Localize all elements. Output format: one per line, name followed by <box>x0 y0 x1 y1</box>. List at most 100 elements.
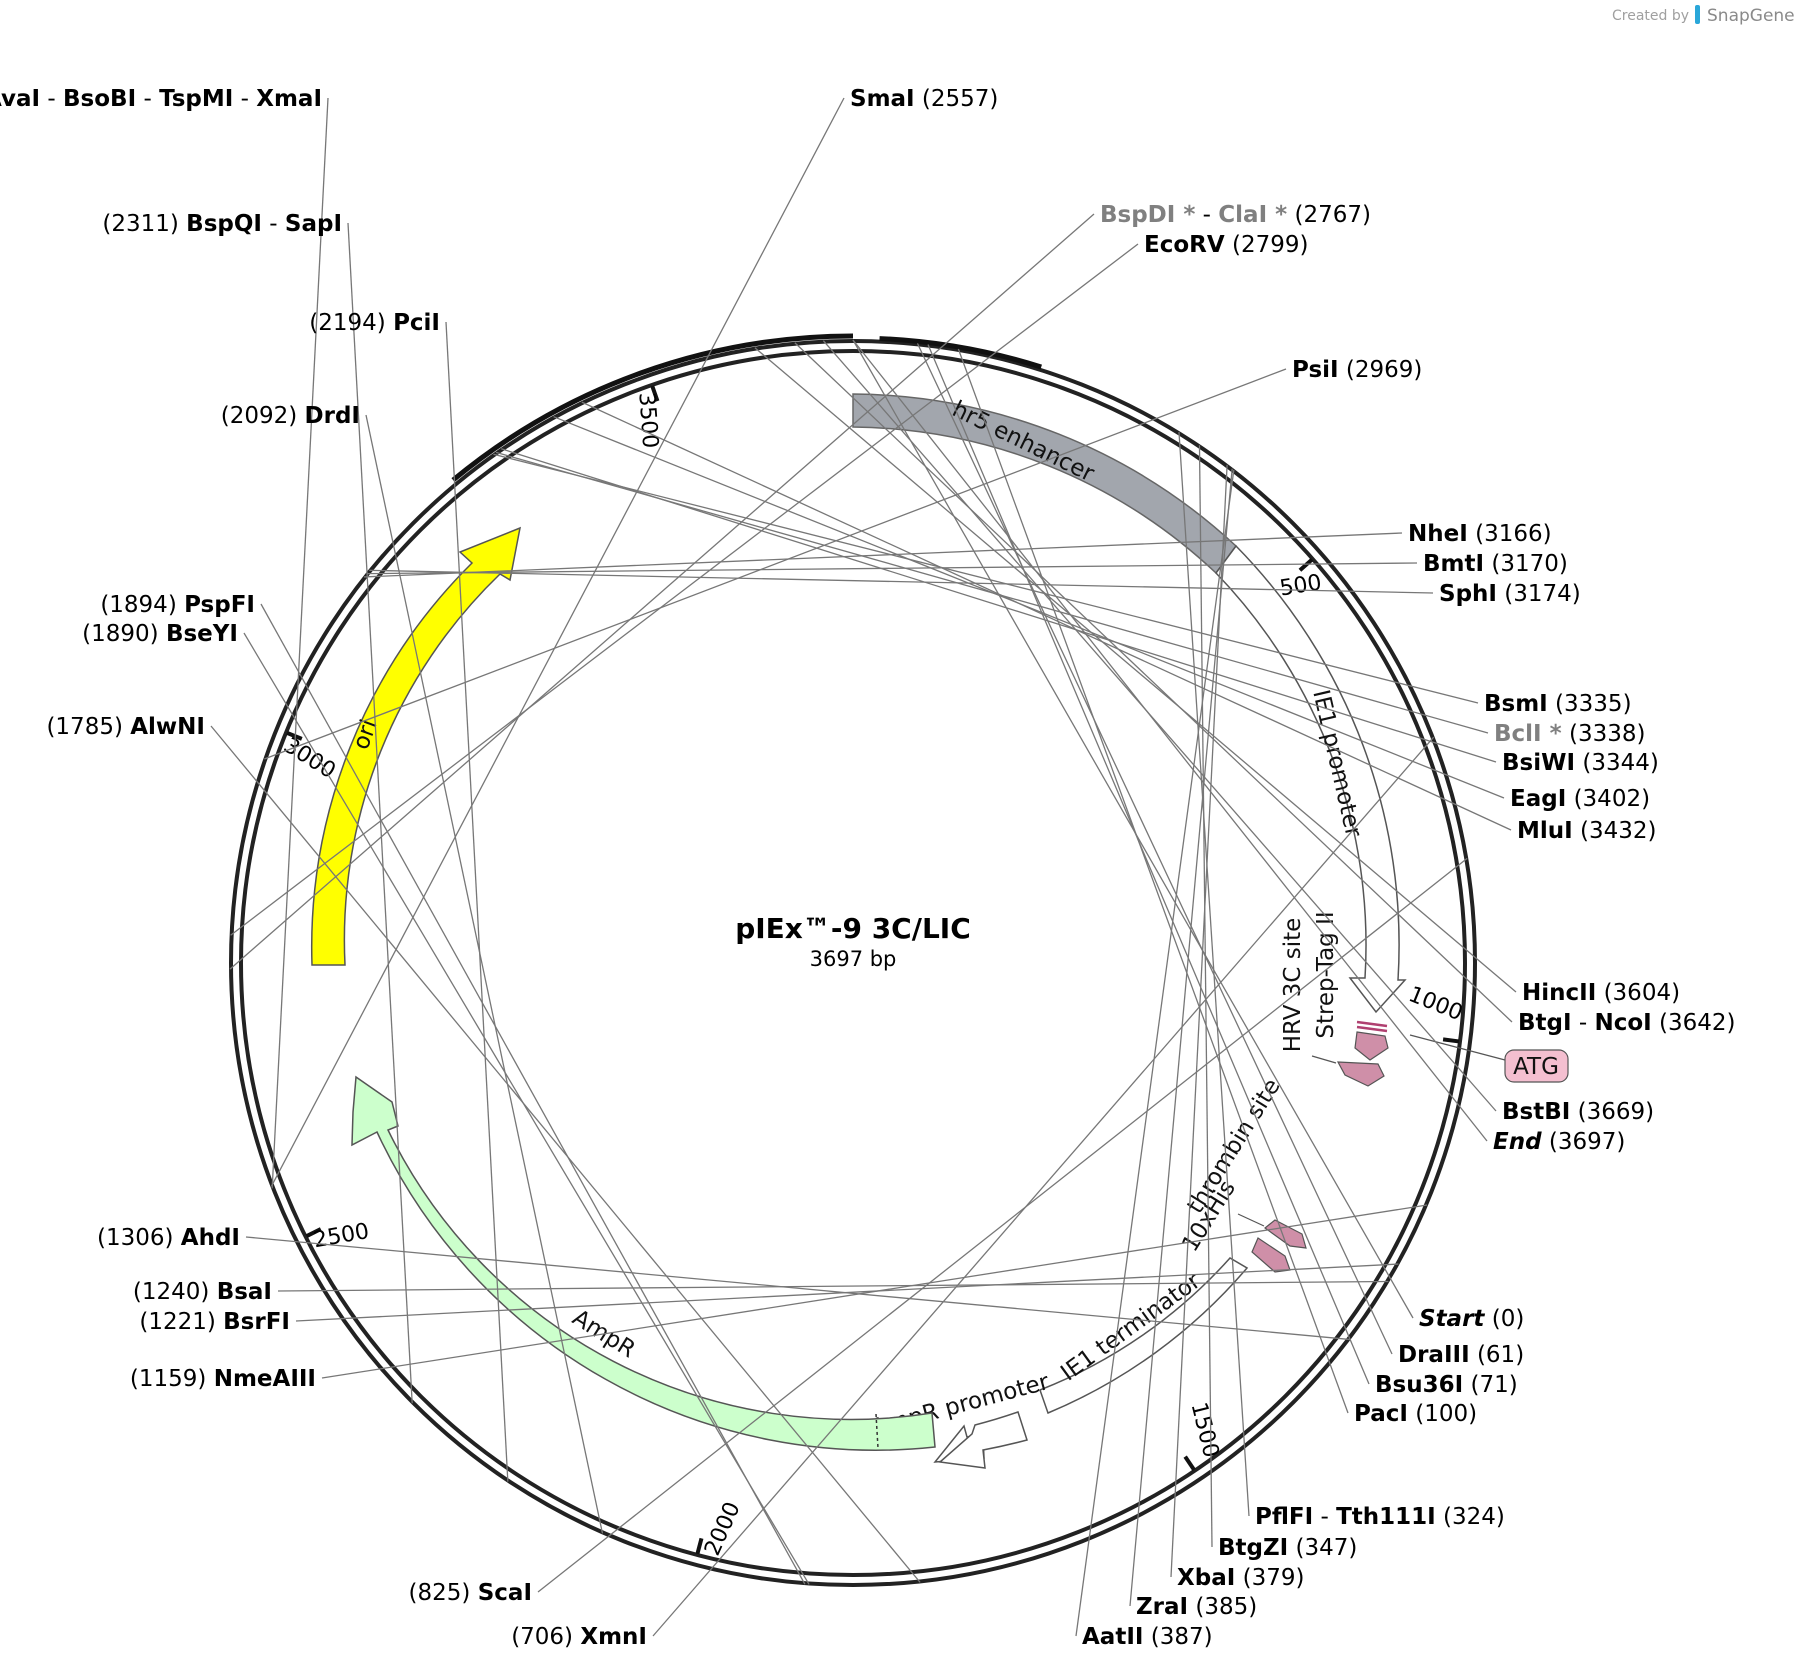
strep-tag-mark-2 <box>1356 1020 1388 1028</box>
site-36[interactable]: ZraI (385) <box>1129 468 1257 1620</box>
hrv-3c-leader <box>1311 1055 1337 1064</box>
site-leader <box>365 414 604 1534</box>
hrv-3c-label: HRV 3C site <box>1280 918 1306 1053</box>
site-11[interactable]: (1159) NmeAIII <box>130 1204 1428 1392</box>
site-34[interactable]: BtgZI (347) <box>1198 445 1357 1561</box>
site-label: EcoRV (2799) <box>1144 232 1308 258</box>
site-label: (2194) PciI <box>309 310 440 336</box>
site-17[interactable]: NheI (3166) <box>364 521 1552 578</box>
site-label: (2092) DrdI <box>221 403 360 429</box>
atg-badge[interactable]: ATG <box>1409 1034 1569 1083</box>
feature-hr5-enhancer[interactable]: hr5 enhancer <box>852 393 1238 575</box>
enzyme-name: ScaI <box>478 1580 532 1606</box>
site-separator: - <box>1313 1504 1336 1530</box>
site-13[interactable]: (706) XmnI <box>511 736 1435 1650</box>
ampr-promoter-arrow-body <box>938 1411 1028 1469</box>
site-8[interactable]: (1306) AhdI <box>97 1225 1350 1341</box>
enzyme-name: NcoI <box>1594 1010 1651 1036</box>
site-0[interactable]: (2555) AvaI - BsoBI - TspMI - XmaI <box>0 86 329 1189</box>
site-separator: - <box>1195 202 1218 228</box>
site-9[interactable]: (1240) BsaI <box>133 1279 1389 1305</box>
site-label: (1240) BsaI <box>133 1279 272 1305</box>
site-5[interactable]: (1894) PspFI <box>100 592 806 1585</box>
enzyme-name: BsmI <box>1484 691 1548 717</box>
strep-tag-mark <box>1356 1025 1388 1033</box>
site-label: End (3697) <box>1493 1129 1625 1155</box>
site-position: (2092) <box>221 403 305 429</box>
site-label: HincII (3604) <box>1522 980 1680 1006</box>
site-16[interactable]: PsiI (2969) <box>264 357 1422 760</box>
site-28[interactable]: End (3697) <box>852 339 1625 1155</box>
site-37[interactable]: AatII (387) <box>1075 469 1235 1650</box>
feature-ampr[interactable]: AmpR <box>351 1075 936 1451</box>
site-leader <box>1075 469 1235 1637</box>
site-10[interactable]: (1221) BsrFI <box>139 1263 1399 1335</box>
site-label: BsiWI (3344) <box>1502 750 1659 776</box>
site-32[interactable]: PacI (100) <box>957 348 1477 1427</box>
insert-arc-right <box>451 333 854 483</box>
site-position: (825) <box>409 1580 478 1606</box>
site-14[interactable]: BspDI * - ClaI * (2767) <box>229 202 1371 970</box>
site-position: (3170) <box>1484 551 1568 577</box>
site-35[interactable]: XbaI (379) <box>1170 464 1304 1591</box>
site-leader <box>445 321 509 1482</box>
site-6[interactable]: (1890) BseYI <box>82 621 810 1585</box>
site-label: (1785) AlwNI <box>46 714 205 740</box>
enzyme-name: Tth111I <box>1336 1504 1436 1530</box>
site-2[interactable]: (2311) BspQI - SapI <box>102 211 413 1404</box>
site-3[interactable]: (2194) PciI <box>309 310 509 1482</box>
site-leader <box>321 1204 1428 1379</box>
tick-label-3500: 3500 <box>633 392 662 450</box>
site-12[interactable]: (825) ScaI <box>409 857 1468 1606</box>
site-33[interactable]: PflFI - Tth111I (324) <box>1178 432 1505 1530</box>
enzyme-name: BspQI <box>186 211 262 237</box>
site-position: (3344) <box>1575 750 1659 776</box>
site-20[interactable]: BsmI (3335) <box>493 453 1632 717</box>
enzyme-name: BsiWI <box>1502 750 1575 776</box>
site-position: (1890) <box>82 621 166 647</box>
site-7[interactable]: (1785) AlwNI <box>46 714 921 1583</box>
snapgene-credit[interactable]: Created by SnapGene <box>1612 5 1795 26</box>
site-label: (1221) BsrFI <box>139 1309 290 1335</box>
site-position: (3697) <box>1542 1129 1626 1155</box>
site-position: (385) <box>1188 1594 1257 1620</box>
site-label: (1890) BseYI <box>82 621 238 647</box>
site-25[interactable]: HincII (3604) <box>754 347 1680 1006</box>
enzyme-name: End <box>1493 1129 1542 1155</box>
enzyme-name: XmaI <box>256 86 322 112</box>
tick-1000 <box>1442 1037 1460 1044</box>
site-30[interactable]: DraIII (61) <box>916 343 1524 1368</box>
site-leader <box>1178 432 1250 1517</box>
enzyme-name: BseYI <box>166 621 238 647</box>
enzyme-name: DraIII <box>1398 1342 1470 1368</box>
site-19[interactable]: SphI (3174) <box>369 569 1581 607</box>
site-position: (3432) <box>1573 818 1657 844</box>
site-leader <box>229 213 1095 970</box>
tick-3000 <box>286 730 303 741</box>
feature-strep-tag[interactable]: Strep-Tag II <box>1313 911 1389 1061</box>
site-31[interactable]: Bsu36I (71) <box>927 344 1518 1398</box>
feature-ori[interactable]: ori <box>310 526 521 966</box>
site-position: (2194) <box>309 310 393 336</box>
site-22[interactable]: BsiWI (3344) <box>501 448 1659 776</box>
site-label: BclI * (3338) <box>1494 721 1645 747</box>
site-1[interactable]: SmaI (2557) <box>270 86 998 1187</box>
site-21[interactable]: BclI * (3338) <box>495 451 1645 747</box>
site-leader <box>347 222 413 1404</box>
site-leader <box>916 343 1393 1355</box>
site-15[interactable]: EcoRV (2799) <box>230 232 1309 936</box>
site-18[interactable]: BmtI (3170) <box>366 551 1568 577</box>
site-24[interactable]: MluI (3432) <box>581 401 1657 844</box>
site-position: (706) <box>511 1624 580 1650</box>
site-26[interactable]: BtgI - NcoI (3642) <box>794 342 1736 1036</box>
site-27[interactable]: BstBI (3669) <box>822 340 1654 1125</box>
enzyme-name: BsoBI <box>63 86 136 112</box>
site-label: Bsu36I (71) <box>1375 1372 1518 1398</box>
enzyme-name: ClaI * <box>1218 202 1287 228</box>
site-label: (706) XmnI <box>511 1624 647 1650</box>
site-4[interactable]: (2092) DrdI <box>221 403 604 1534</box>
enzyme-name: BspDI * <box>1100 202 1195 228</box>
feature-ie1-promoter[interactable]: IE1 promoter <box>1215 544 1407 1014</box>
site-label: ZraI (385) <box>1136 1594 1257 1620</box>
feature-hrv-3c-site[interactable]: HRV 3C site <box>1280 918 1385 1087</box>
